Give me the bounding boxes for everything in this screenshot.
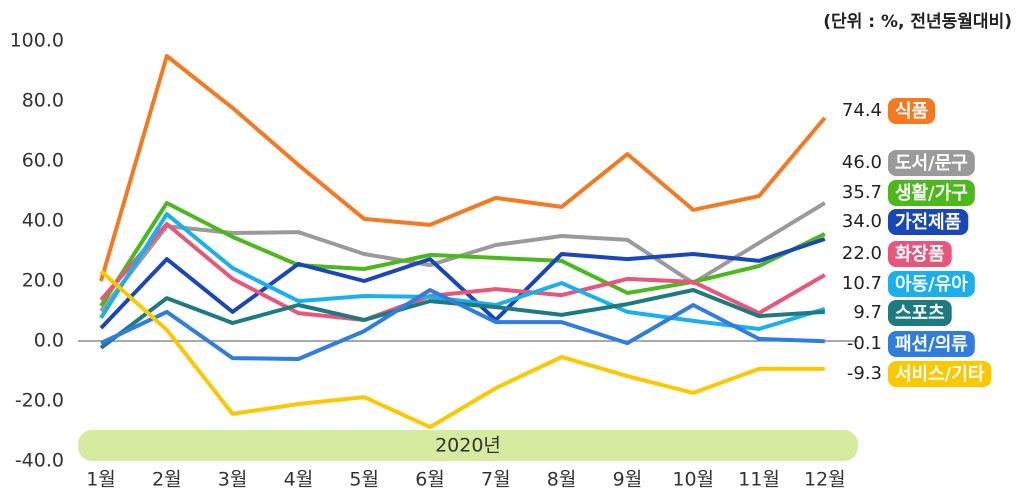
legend-badge <box>888 361 992 387</box>
legend-badge <box>888 98 936 124</box>
legend-label: 스포츠 <box>895 303 945 324</box>
period-band <box>78 430 858 461</box>
x-tick-label: 4월 <box>284 469 314 491</box>
x-tick-label: 10월 <box>672 469 714 491</box>
x-tick-label: 1월 <box>86 469 116 491</box>
x-tick-label: 9월 <box>613 469 643 491</box>
value-label: 74.4 <box>842 100 882 121</box>
y-tick-label: 40.0 <box>22 210 64 232</box>
legend-label: 서비스/기타 <box>895 364 985 385</box>
series-line <box>99 237 826 330</box>
value-label: 9.7 <box>853 302 882 323</box>
x-tick-label: 2월 <box>152 469 182 491</box>
y-tick-label: -20.0 <box>15 390 64 412</box>
unit-note: (단위 : %, 전년동월대비) <box>823 12 1012 32</box>
y-tick-label: 80.0 <box>22 90 64 112</box>
value-label: 46.0 <box>842 152 882 173</box>
legend-item: 생활/가구 <box>888 180 975 206</box>
legend-label: 패션/의류 <box>895 334 968 355</box>
value-label: 34.0 <box>842 211 882 232</box>
y-tick-label: 60.0 <box>22 150 64 172</box>
y-tick-label: 0.0 <box>34 330 64 352</box>
legend-badge <box>888 209 969 235</box>
legend-label: 식품 <box>895 101 928 122</box>
legend-label: 아동/유아 <box>895 274 968 295</box>
value-label: -9.3 <box>847 363 882 384</box>
legend-item: 화장품 <box>888 241 952 267</box>
x-tick-label: 6월 <box>415 469 445 491</box>
legend-item: 도서/문구 <box>888 150 975 176</box>
x-tick-label: 7월 <box>481 469 511 491</box>
x-tick-label: 12월 <box>804 469 846 491</box>
legend-badge <box>888 271 975 297</box>
y-tick-label: 100.0 <box>10 30 64 52</box>
x-tick-label: 11월 <box>738 469 780 491</box>
x-tick-label: 3월 <box>218 469 248 491</box>
series-line <box>99 212 826 331</box>
legend-label: 가전제품 <box>895 212 961 233</box>
series-line <box>100 288 825 361</box>
series-line <box>99 54 827 282</box>
period-label: 2020년 <box>435 435 501 457</box>
value-label: 22.0 <box>842 243 882 264</box>
legend-label: 도서/문구 <box>895 153 968 174</box>
legend-item: 패션/의류 <box>888 331 975 357</box>
value-label: 10.7 <box>842 273 882 294</box>
legend-item: 서비스/기타 <box>888 361 992 387</box>
y-tick-label: -40.0 <box>15 450 64 472</box>
legend-badge <box>888 180 975 206</box>
legend-item: 가전제품 <box>888 209 969 235</box>
legend-item: 아동/유아 <box>888 271 975 297</box>
legend-item: 식품 <box>888 98 936 124</box>
legend-item: 스포츠 <box>888 300 952 326</box>
legend-badge <box>888 300 952 326</box>
value-label: 35.7 <box>842 182 882 203</box>
legend-badge <box>888 331 975 357</box>
series-line <box>99 269 825 430</box>
x-tick-label: 8월 <box>547 469 577 491</box>
legend-badge <box>888 150 975 176</box>
y-tick-label: 20.0 <box>22 270 64 292</box>
value-label: -0.1 <box>847 333 882 354</box>
series-line <box>99 201 826 307</box>
x-tick-label: 5월 <box>349 469 379 491</box>
legend-label: 화장품 <box>895 244 945 265</box>
legend-badge <box>888 241 952 267</box>
legend-label: 생활/가구 <box>895 183 968 204</box>
series-line <box>99 222 826 322</box>
